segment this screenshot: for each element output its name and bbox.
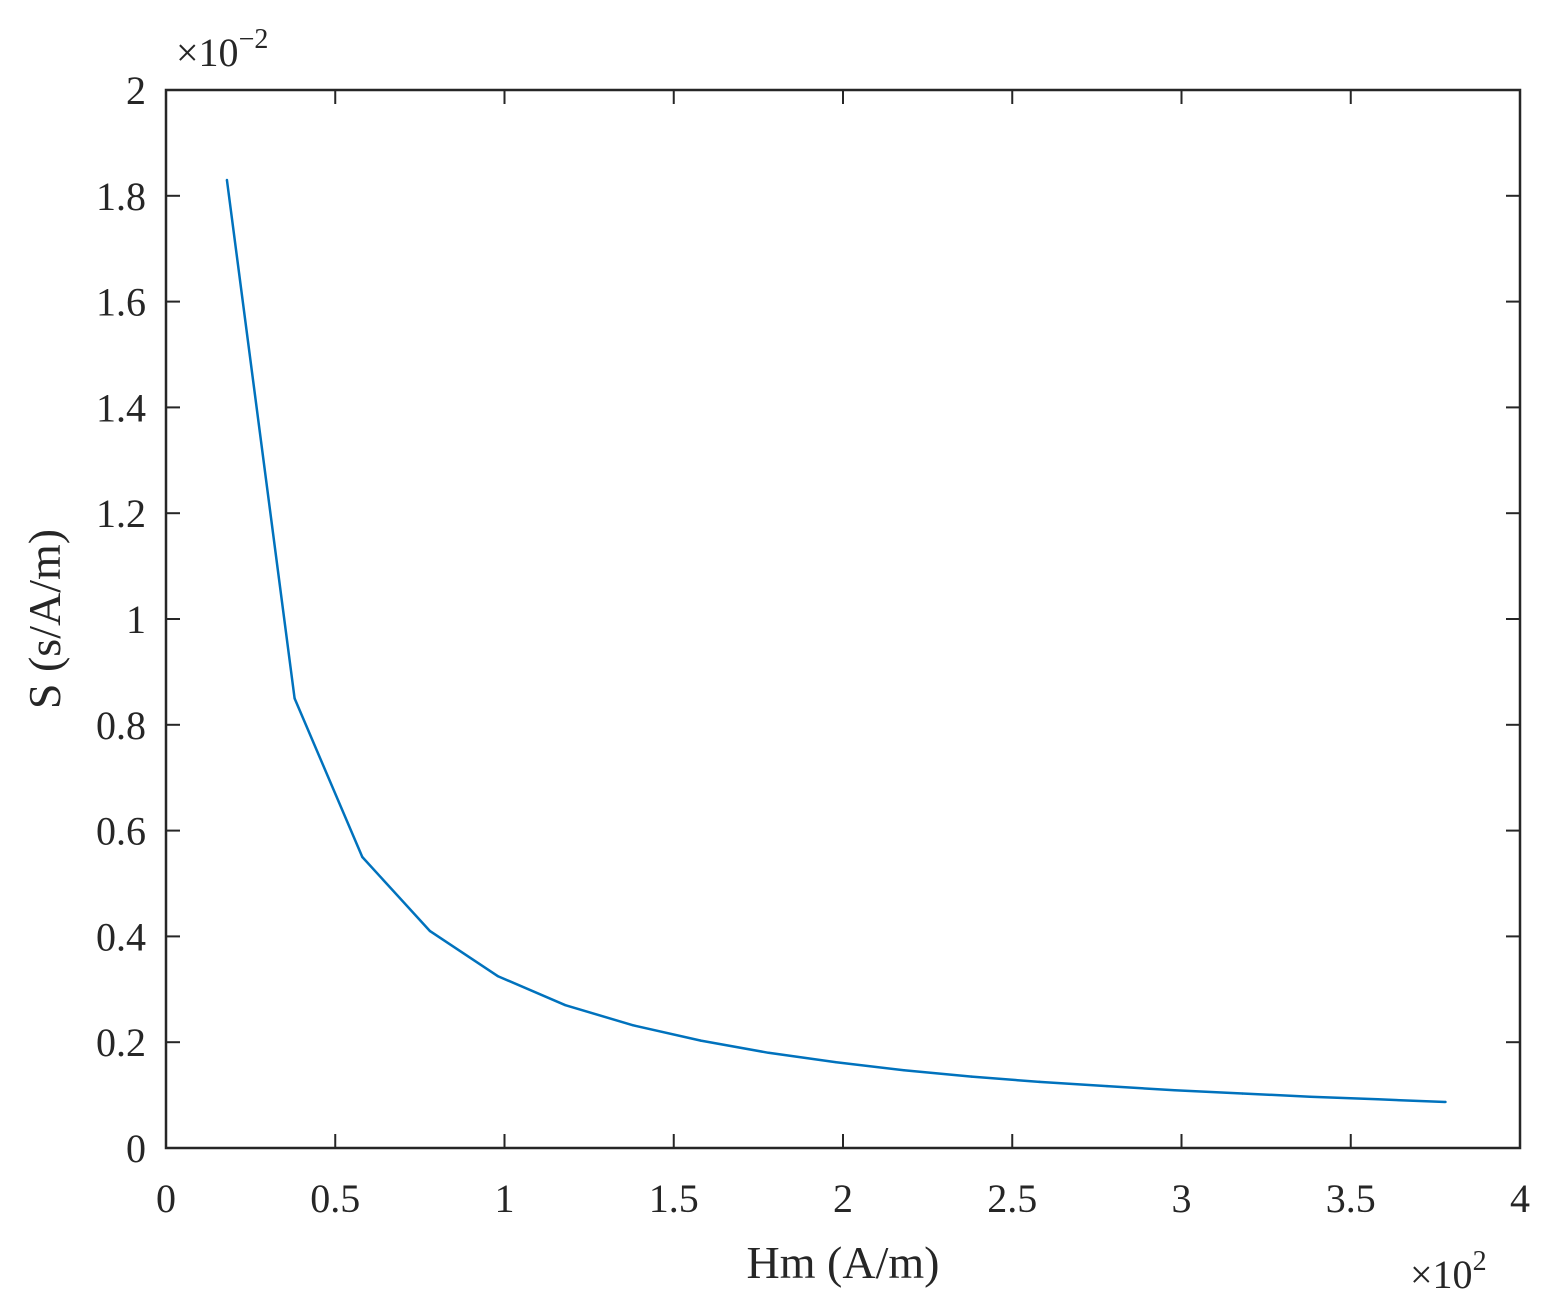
data-point xyxy=(835,1061,838,1064)
y-tick-label: 0.6 xyxy=(96,809,146,854)
y-axis-label: S (s/A/m) xyxy=(19,529,70,709)
data-point xyxy=(631,1024,635,1027)
y-tick-label: 1.6 xyxy=(96,280,146,325)
plot-frame xyxy=(164,88,1522,1150)
x-tick-label: 3.5 xyxy=(1326,1176,1376,1221)
x-multiplier-prefix: ×10 xyxy=(1410,1252,1473,1297)
x-tick-label: 2.5 xyxy=(987,1176,1037,1221)
data-point xyxy=(767,1051,770,1054)
y-multiplier-prefix: ×10 xyxy=(176,30,239,75)
x-tick-label: 3 xyxy=(1172,1176,1192,1221)
ticks-layer xyxy=(165,89,1521,1149)
y-tick-label: 2 xyxy=(126,68,146,113)
y-tick-label: 1.2 xyxy=(96,491,146,536)
data-point xyxy=(293,697,296,700)
y-tick-label: 1 xyxy=(126,597,146,642)
x-tick-label: 2 xyxy=(833,1176,853,1221)
data-point xyxy=(1444,1100,1447,1104)
y-tick-labels: 0 0.2 0.4 0.6 0.8 1 1.2 1.4 1.6 1.8 2 xyxy=(96,68,146,1171)
series-layer xyxy=(225,178,1447,1104)
data-point xyxy=(1038,1080,1041,1084)
x-axis-label: Hm (A/m) xyxy=(747,1237,940,1288)
y-tick-label: 0.8 xyxy=(96,703,146,748)
data-point xyxy=(1241,1092,1244,1095)
x-tick-labels: 0 0.5 1 1.5 2 2.5 3 3.5 4 xyxy=(156,1176,1530,1221)
x-multiplier-exponent: 2 xyxy=(1473,1246,1487,1277)
x-tick-label: 0 xyxy=(156,1176,176,1221)
x-tick-label: 4 xyxy=(1510,1176,1530,1221)
data-point xyxy=(564,1003,567,1007)
data-point xyxy=(902,1069,906,1072)
y-multiplier: ×10−2 xyxy=(176,24,268,75)
y-tick-label: 0.2 xyxy=(96,1020,146,1065)
data-point xyxy=(1105,1084,1109,1088)
y-tick-label: 1.4 xyxy=(96,385,146,430)
series-line xyxy=(225,179,1446,1104)
data-point xyxy=(428,929,432,933)
data-point xyxy=(225,178,229,182)
x-tick-label: 0.5 xyxy=(310,1176,360,1221)
data-point xyxy=(699,1039,703,1042)
data-point xyxy=(1376,1098,1380,1101)
data-point xyxy=(496,974,499,978)
data-point xyxy=(361,855,364,859)
data-point xyxy=(970,1075,973,1078)
x-multiplier: ×102 xyxy=(1410,1246,1487,1297)
y-tick-label: 0.4 xyxy=(96,914,146,959)
y-tick-label: 0 xyxy=(126,1126,146,1171)
x-tick-label: 1.5 xyxy=(649,1176,699,1221)
data-point xyxy=(1173,1089,1176,1092)
y-multiplier-exponent: −2 xyxy=(239,24,269,55)
data-point xyxy=(1308,1095,1312,1098)
x-tick-label: 1 xyxy=(495,1176,515,1221)
y-tick-label: 1.8 xyxy=(96,174,146,219)
